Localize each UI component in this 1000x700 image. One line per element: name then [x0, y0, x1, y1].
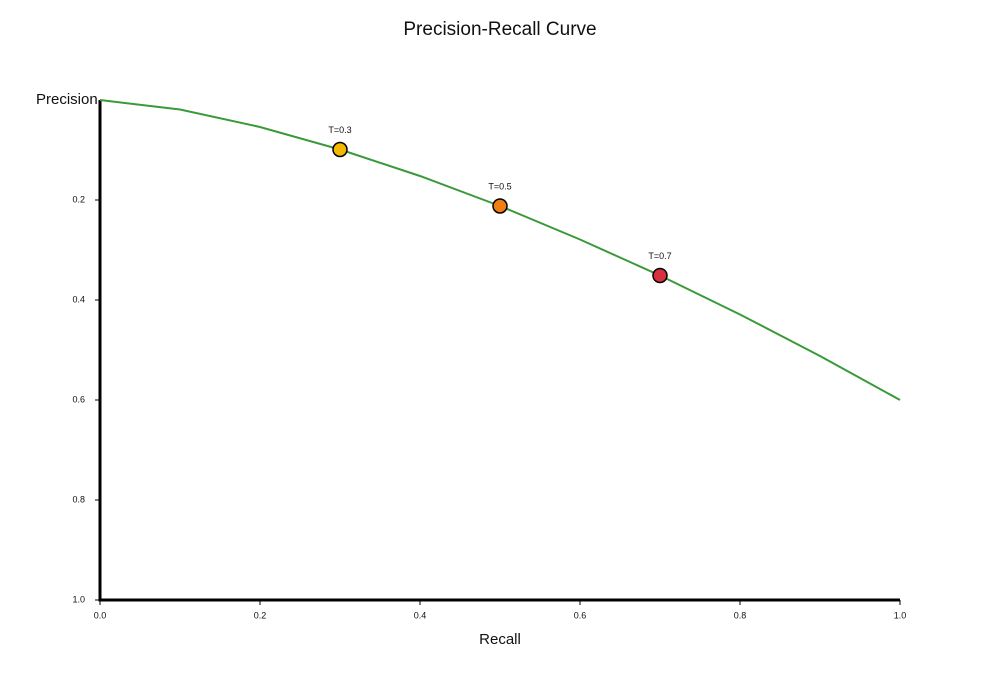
x-tick-label: 0.4 [414, 610, 427, 620]
threshold-label: T=0.5 [488, 181, 511, 191]
pr-curve [99, 99, 901, 401]
y-tick-label: 0.8 [72, 494, 85, 504]
y-axis-title: Precision [36, 91, 98, 108]
x-tick-label: 0.2 [254, 610, 267, 620]
threshold-point [492, 198, 508, 214]
y-tick-label: 1.0 [72, 594, 85, 604]
y-tick-label: 0.4 [72, 294, 85, 304]
x-tick-label: 0.6 [574, 610, 587, 620]
x-tick-label: 0.8 [734, 610, 747, 620]
y-tick-label: 0.6 [72, 394, 85, 404]
x-tick-label: 0.0 [94, 610, 107, 620]
chart-title: Precision-Recall Curve [403, 19, 596, 40]
x-tick-label: 1.0 [894, 610, 907, 620]
threshold-label: T=0.3 [328, 125, 351, 135]
threshold-point [332, 141, 348, 158]
y-tick-label: 0.2 [72, 194, 85, 204]
x-axis-title: Recall [479, 631, 521, 648]
threshold-label: T=0.7 [648, 251, 671, 261]
threshold-point [652, 267, 668, 284]
